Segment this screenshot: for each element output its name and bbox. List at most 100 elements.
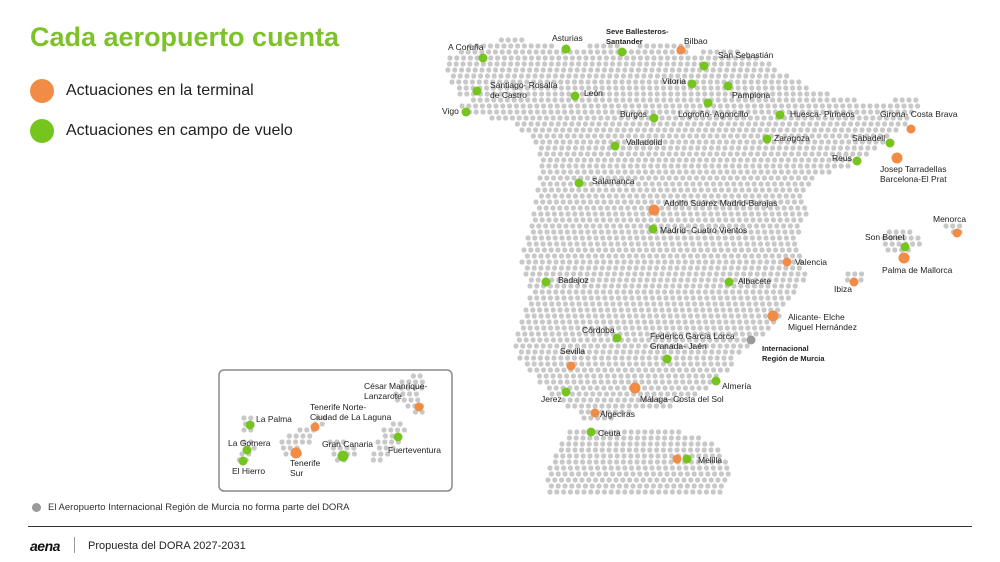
airport-marker-la-palma [245, 420, 255, 430]
legend-label-terminal: Actuaciones en la terminal [66, 82, 254, 99]
airport-marker-asturias [561, 44, 571, 54]
airport-cesar-manrique-lanzarote: César Manrique-Lanzarote [364, 381, 427, 412]
airport-marker-el-hierro [238, 456, 248, 466]
airport-label: Ciudad de La Laguna [310, 412, 392, 422]
airport-ibiza: Ibiza [834, 277, 859, 294]
airport-label: Madrid- Cuatro Vientos [660, 225, 747, 235]
airport-marker-fuerteventura [393, 432, 403, 442]
airport-vitoria: Vitoria [662, 76, 697, 89]
airport-label: Santander [606, 37, 643, 46]
airport-marker-logrono-agoncillo [703, 98, 713, 108]
airport-leon: León [570, 88, 603, 101]
airport-label: Tenerife [290, 458, 321, 468]
airport-marker-a-coruna [478, 53, 488, 63]
airport-palma-de-mallorca: Palma de Mallorca [882, 252, 953, 275]
airport-san-sebastian: San Sebastián [699, 50, 774, 71]
airport-label: Reus [832, 153, 852, 163]
airport-marker-vigo [461, 107, 471, 117]
aena-logo: aena [30, 538, 60, 554]
airport-marker-vitoria [687, 79, 697, 89]
airport-la-palma: La Palma [245, 414, 292, 430]
airport-label: Asturias [552, 33, 583, 43]
airport-marker-santiago-rosalia-de-castro [472, 86, 482, 96]
airport-marker-tenerife-sur [290, 447, 302, 459]
airport-marker-alicante-elche-miguel-hernandez [767, 310, 779, 322]
airport-label: El Hierro [232, 466, 265, 476]
airport-marker-algeciras [590, 408, 600, 418]
airport-vigo: Vigo [442, 106, 471, 117]
airport-marker-valladolid [610, 141, 620, 151]
airport-label: Sur [290, 468, 303, 478]
airport-zaragoza: Zaragoza [762, 133, 810, 144]
airport-valencia: Valencia [782, 257, 827, 267]
airport-cordoba: Córdoba [582, 325, 622, 343]
airport-girona-costa-brava: Girona- Costa Brava [880, 109, 958, 134]
footnote: El Aeropuerto Internacional Región de Mu… [32, 502, 350, 513]
airport-gran-canaria: Gran Canaria [322, 439, 373, 462]
airport-marker-internacional-region-de-murcia [746, 335, 756, 345]
legend-item-terminal: Actuaciones en la terminal [30, 79, 254, 103]
airport-markers: A Coruña Asturias Seve Ballesteros-Santand… [228, 27, 966, 478]
airport-marker-reus [852, 156, 862, 166]
airport-label: Internacional [762, 344, 809, 353]
airport-marker-albacete [724, 277, 734, 287]
airport-label: Barcelona-El Prat [880, 174, 947, 184]
airport-label: Valencia [795, 257, 827, 267]
airport-marker-adolfo-suarez-madrid-barajas [648, 204, 660, 216]
airport-algeciras: Algeciras [590, 408, 635, 419]
airport-marker-melilla [682, 454, 692, 464]
airport-marker-gran-canaria [337, 450, 349, 462]
airport-label: San Sebastián [718, 50, 774, 60]
airport-almeria: Almería [711, 376, 752, 391]
airport-marker-badajoz [541, 277, 551, 287]
airport-marker-ceuta [586, 427, 596, 437]
legend-label-campo: Actuaciones en campo de vuelo [66, 122, 293, 139]
airport-pamplona: Pamplona [723, 81, 771, 100]
airport-label: Granada- Jaén [650, 341, 707, 351]
airport-marker-malaga-costa-del-sol [629, 382, 641, 394]
airport-madrid-cuatro-vientos: Madrid- Cuatro Vientos [648, 224, 747, 235]
airport-marker-bilbao [676, 45, 686, 55]
airport-marker-josep-tarradellas-barcelona-el-prat [891, 152, 903, 164]
airport-label: Valladolid [626, 137, 663, 147]
airport-label: Son Bonet [865, 232, 905, 242]
airport-label: Pamplona [732, 90, 771, 100]
airport-marker-valencia [782, 257, 792, 267]
airport-marker-ibiza [849, 277, 859, 287]
airport-label: León [584, 88, 603, 98]
airport-label: Ibiza [834, 284, 852, 294]
airport-reus: Reus [832, 153, 862, 166]
airport-label: Salamanca [592, 176, 635, 186]
airport-a-coruna: A Coruña [448, 42, 488, 63]
airport-marker-salamanca [574, 178, 584, 188]
canary-islands-inset [218, 369, 453, 492]
footer-divider [28, 526, 972, 527]
airport-marker-girona-costa-brava [906, 124, 916, 134]
airport-marker-madrid-cuatro-vientos [648, 224, 658, 234]
airport-label: Adolfo Suárez Madrid-Barajas [664, 198, 777, 208]
airport-fuerteventura: Fuerteventura [388, 432, 441, 455]
airport-marker-palma-de-mallorca [898, 252, 910, 264]
airport-marker-tenerife-norte-ciudad-de-la-laguna [310, 422, 320, 432]
airport-marker-sabadell [885, 138, 895, 148]
airport-marker-federico-garcia-lorca-granada-jaen [662, 354, 672, 364]
airport-label: Vitoria [662, 76, 686, 86]
airport-marker-sevilla [566, 361, 576, 371]
airport-malaga-costa-del-sol: Málaga- Costa del Sol [629, 382, 724, 404]
airport-marker-menorca [952, 228, 962, 238]
airport-la-gomera: La Gomera [228, 438, 271, 455]
airport-label: Sabadell [852, 133, 885, 143]
airport-label: Zaragoza [774, 133, 810, 143]
airport-tenerife-norte-ciudad-de-la-laguna: Tenerife Norte-Ciudad de La Laguna [310, 402, 392, 432]
airport-label: Miguel Hernández [788, 322, 857, 332]
airport-label: Santiago- Rosalía [490, 80, 558, 90]
airport-melilla: Melilla [682, 454, 722, 465]
airport-label: Málaga- Costa del Sol [640, 394, 724, 404]
